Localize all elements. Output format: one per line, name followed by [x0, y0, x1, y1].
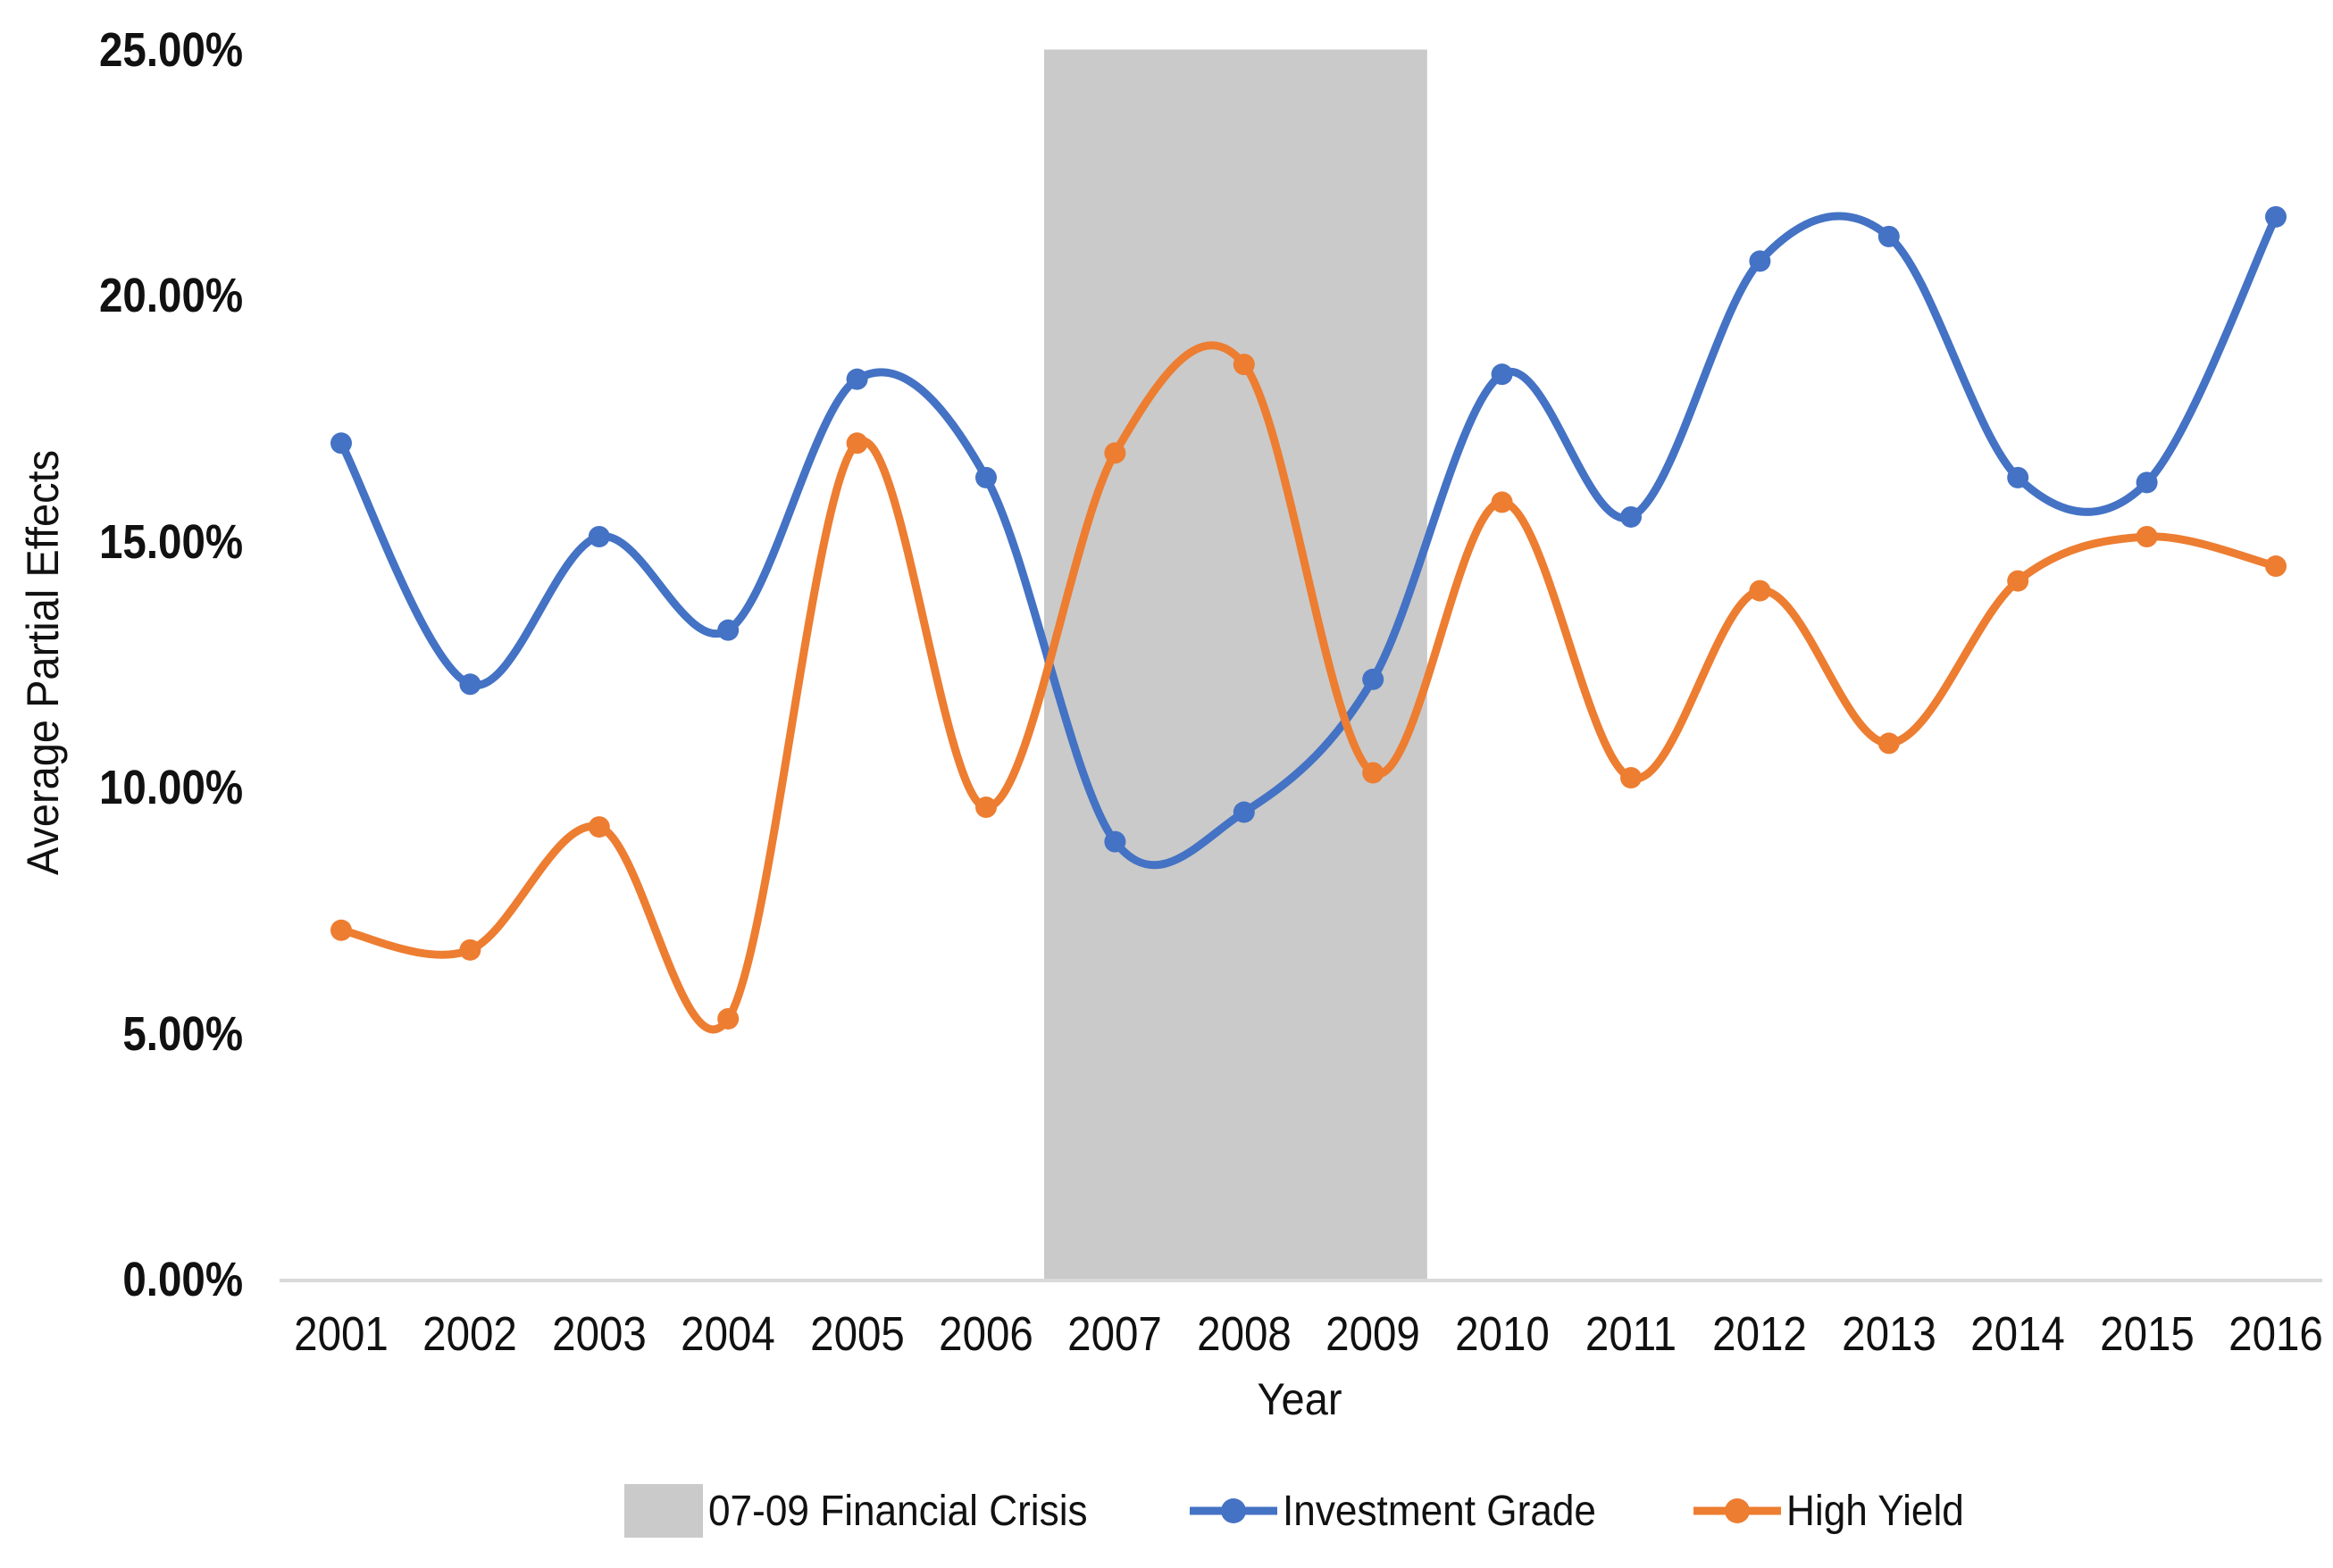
legend-item-07-09-financial-crisis: 07-09 Financial Crisis	[623, 1484, 1121, 1538]
x-tick-2008: 2008	[1196, 1307, 1292, 1361]
high-yield-line	[337, 341, 2280, 1034]
x-tick-2009: 2009	[1325, 1307, 1421, 1361]
legend-item-high-yield: High Yield	[1693, 1487, 1979, 1536]
x-tick-2012: 2012	[1712, 1307, 1808, 1361]
investment-grade-marker-2012	[1749, 250, 1771, 272]
y-axis-title: Average Partial Effects	[18, 449, 68, 876]
high-yield-marker-2015	[2136, 525, 2158, 547]
x-tick-2004: 2004	[681, 1307, 776, 1361]
x-tick-2013: 2013	[1841, 1307, 1936, 1361]
high-yield-marker-2004	[717, 1007, 740, 1030]
legend-label-investment-grade: Investment Grade	[1283, 1487, 1597, 1535]
investment-grade-marker-2013	[1877, 225, 1900, 247]
y-tick-15.00%: 15.00%	[98, 514, 243, 569]
investment-grade-marker-2009	[1362, 668, 1384, 690]
investment-grade-marker-2004	[717, 619, 740, 641]
investment-grade-marker-2006	[975, 466, 997, 488]
x-tick-2014: 2014	[1970, 1307, 2066, 1361]
high-yield-marker-2011	[1620, 766, 1642, 788]
x-axis-title: Year	[1257, 1374, 1342, 1424]
high-yield-marker-2003	[588, 816, 610, 838]
high-yield-marker-2016	[2265, 555, 2287, 578]
x-tick-2011: 2011	[1585, 1307, 1677, 1361]
high-yield-marker-2002	[459, 938, 481, 961]
x-tick-2007: 2007	[1067, 1307, 1163, 1361]
investment-grade-marker-2014	[2007, 466, 2029, 488]
legend-marker-icon	[1221, 1498, 1247, 1523]
high-yield-marker-2010	[1491, 491, 1513, 513]
high-yield-marker-2014	[2007, 570, 2029, 592]
legend-marker-icon	[1724, 1498, 1750, 1523]
x-tick-2005: 2005	[809, 1307, 905, 1361]
investment-grade-marker-2002	[459, 673, 481, 696]
investment-grade-marker-2010	[1491, 363, 1513, 386]
investment-grade-line	[337, 212, 2280, 870]
high-yield-marker-2013	[1877, 732, 1900, 755]
investment-grade-marker-2003	[588, 525, 610, 547]
legend-line-marker-swatch-icon	[1190, 1497, 1278, 1524]
legend-item-investment-grade: Investment Grade	[1190, 1487, 1624, 1536]
x-tick-2010: 2010	[1454, 1307, 1550, 1361]
high-yield-marker-2007	[1104, 442, 1126, 464]
legend-label-high-yield: High Yield	[1785, 1487, 1964, 1535]
high-yield-marker-2005	[846, 432, 868, 455]
chart-legend: 07-09 Financial Crisis Investment Grade Hi…	[281, 1484, 2322, 1538]
high-yield-marker-2008	[1233, 354, 1255, 376]
investment-grade-marker-2007	[1104, 830, 1126, 853]
y-tick-25.00%: 25.00%	[98, 22, 243, 77]
y-tick-0.00%: 0.00%	[122, 1253, 243, 1306]
high-yield-marker-2012	[1749, 580, 1771, 602]
legend-label-07-09-financial-crisis: 07-09 Financial Crisis	[707, 1487, 1088, 1535]
x-tick-2006: 2006	[939, 1307, 1033, 1361]
y-tick-20.00%: 20.00%	[98, 269, 243, 322]
investment-grade-marker-2008	[1233, 801, 1255, 823]
investment-grade-marker-2001	[330, 432, 352, 455]
x-tick-2003: 2003	[551, 1307, 647, 1361]
x-tick-2001: 2001	[294, 1307, 389, 1361]
x-tick-2016: 2016	[2228, 1307, 2323, 1361]
legend-line-marker-swatch-icon	[1693, 1497, 1781, 1524]
financial-crisis-band	[1043, 49, 1427, 1280]
y-tick-5.00%: 5.00%	[122, 1006, 243, 1061]
investment-grade-marker-2016	[2265, 205, 2287, 228]
x-tick-2002: 2002	[422, 1307, 518, 1361]
investment-grade-marker-2015	[2136, 471, 2158, 494]
legend-area-swatch-icon	[623, 1484, 703, 1538]
high-yield-marker-2009	[1362, 762, 1384, 784]
y-tick-10.00%: 10.00%	[98, 761, 243, 814]
investment-grade-marker-2011	[1620, 505, 1642, 528]
x-tick-2015: 2015	[2099, 1307, 2195, 1361]
investment-grade-marker-2005	[846, 368, 868, 390]
high-yield-marker-2006	[975, 797, 997, 819]
high-yield-marker-2001	[330, 919, 352, 941]
